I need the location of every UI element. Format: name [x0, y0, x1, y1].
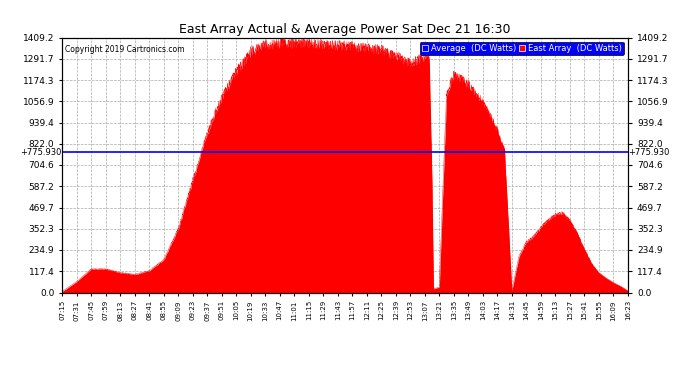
Text: +775.930: +775.930 — [20, 148, 61, 157]
Title: East Array Actual & Average Power Sat Dec 21 16:30: East Array Actual & Average Power Sat De… — [179, 23, 511, 36]
Legend: Average  (DC Watts), East Array  (DC Watts): Average (DC Watts), East Array (DC Watts… — [420, 42, 624, 55]
Text: +775.930: +775.930 — [629, 148, 670, 157]
Text: Copyright 2019 Cartronics.com: Copyright 2019 Cartronics.com — [65, 45, 184, 54]
